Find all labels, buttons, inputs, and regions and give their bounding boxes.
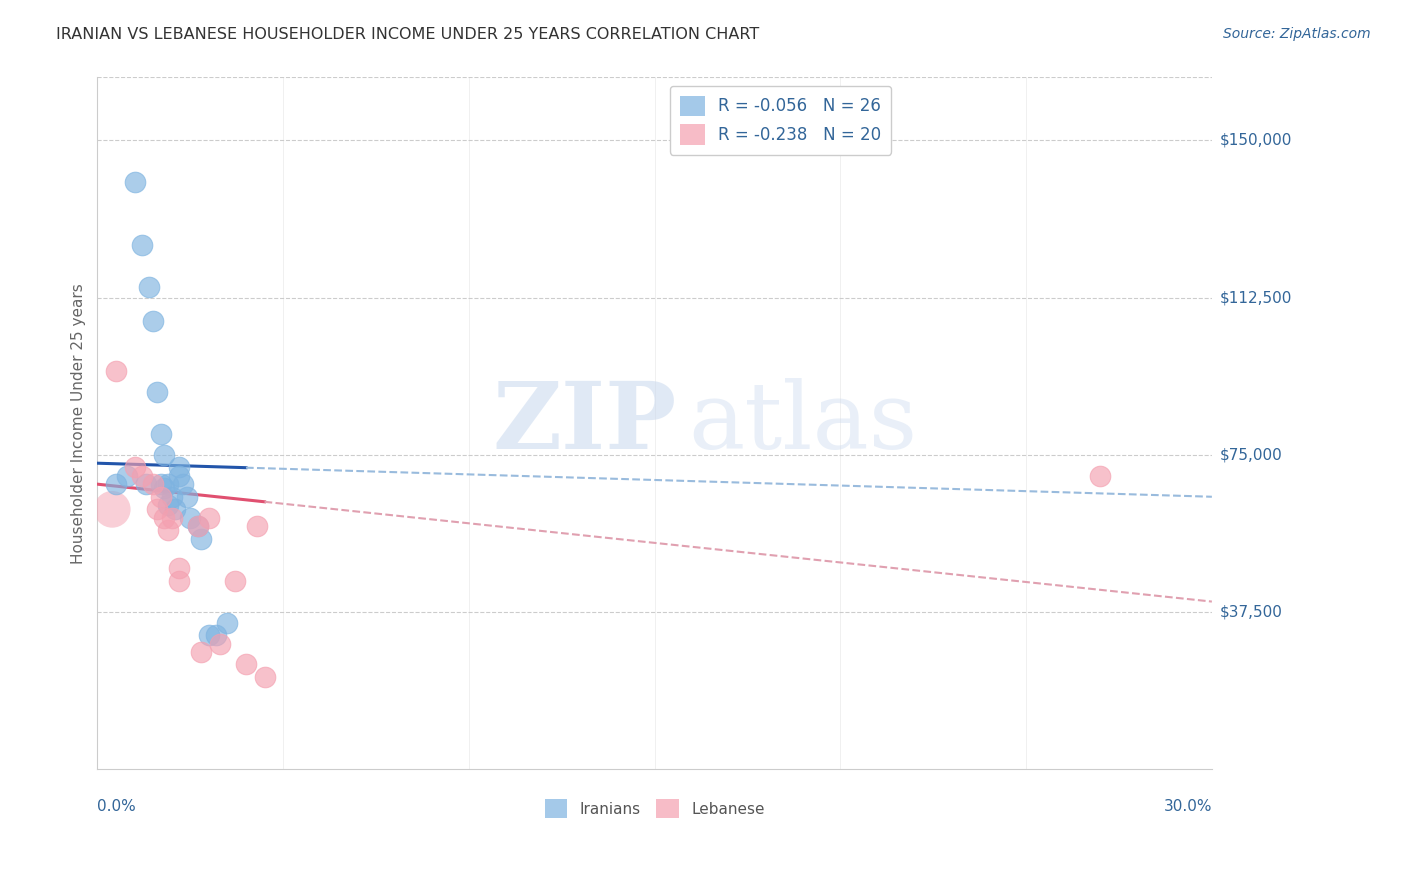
Point bbox=[198, 628, 221, 642]
Point bbox=[172, 477, 194, 491]
Point bbox=[142, 313, 165, 327]
Text: $37,500: $37,500 bbox=[1220, 605, 1284, 620]
Point bbox=[153, 510, 176, 524]
Point bbox=[104, 364, 127, 378]
Point bbox=[190, 532, 212, 546]
Point bbox=[187, 519, 209, 533]
Text: 0.0%: 0.0% bbox=[97, 799, 136, 814]
Point bbox=[167, 460, 190, 475]
Y-axis label: Householder Income Under 25 years: Householder Income Under 25 years bbox=[72, 283, 86, 564]
Point bbox=[156, 524, 179, 538]
Text: Source: ZipAtlas.com: Source: ZipAtlas.com bbox=[1223, 27, 1371, 41]
Point bbox=[124, 175, 146, 189]
Text: IRANIAN VS LEBANESE HOUSEHOLDER INCOME UNDER 25 YEARS CORRELATION CHART: IRANIAN VS LEBANESE HOUSEHOLDER INCOME U… bbox=[56, 27, 759, 42]
Point bbox=[217, 615, 239, 630]
Point bbox=[104, 477, 127, 491]
Point bbox=[224, 574, 246, 588]
Point bbox=[149, 477, 172, 491]
Text: $112,500: $112,500 bbox=[1220, 290, 1292, 305]
Point bbox=[187, 519, 209, 533]
Point bbox=[167, 561, 190, 575]
Point bbox=[1090, 468, 1112, 483]
Point bbox=[246, 519, 269, 533]
Point bbox=[253, 670, 276, 684]
Point bbox=[146, 502, 169, 516]
Point bbox=[167, 574, 190, 588]
Point bbox=[138, 280, 160, 294]
Point bbox=[176, 490, 198, 504]
Point bbox=[149, 490, 172, 504]
Point bbox=[115, 468, 138, 483]
Text: ZIP: ZIP bbox=[492, 378, 676, 468]
Point bbox=[160, 510, 183, 524]
Point bbox=[167, 468, 190, 483]
Point bbox=[153, 448, 176, 462]
Point bbox=[190, 645, 212, 659]
Point bbox=[153, 481, 176, 495]
Point bbox=[135, 477, 157, 491]
Point bbox=[198, 510, 221, 524]
Point bbox=[146, 384, 169, 399]
Text: $150,000: $150,000 bbox=[1220, 133, 1292, 148]
Point bbox=[149, 426, 172, 441]
Text: atlas: atlas bbox=[688, 378, 917, 468]
Point bbox=[156, 498, 179, 512]
Point bbox=[179, 510, 201, 524]
Legend: Iranians, Lebanese: Iranians, Lebanese bbox=[538, 793, 770, 824]
Point bbox=[124, 460, 146, 475]
Point bbox=[142, 477, 165, 491]
Text: $75,000: $75,000 bbox=[1220, 447, 1282, 462]
Point bbox=[156, 477, 179, 491]
Point bbox=[131, 238, 153, 252]
Point bbox=[235, 657, 257, 672]
Point bbox=[208, 636, 231, 650]
Point bbox=[205, 628, 228, 642]
Point bbox=[131, 468, 153, 483]
Point bbox=[165, 502, 187, 516]
Point bbox=[160, 490, 183, 504]
Point bbox=[101, 502, 124, 516]
Text: 30.0%: 30.0% bbox=[1163, 799, 1212, 814]
